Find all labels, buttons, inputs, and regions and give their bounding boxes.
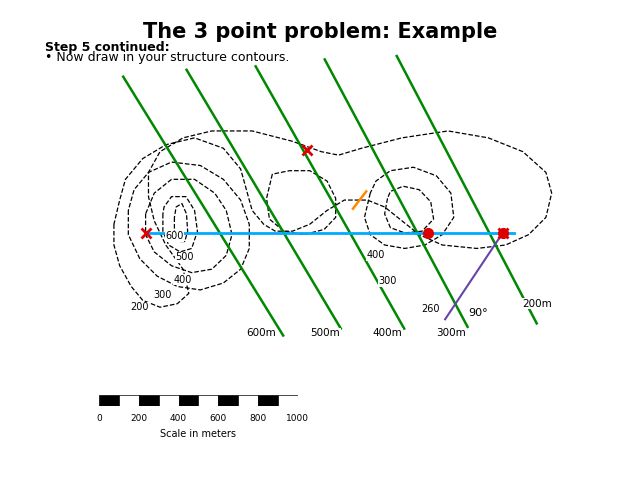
Text: Step 5 continued:: Step 5 continued:	[45, 41, 170, 54]
Bar	[218, 395, 238, 406]
Text: 800: 800	[250, 414, 266, 423]
Text: 0: 0	[97, 414, 102, 423]
Bar	[278, 395, 298, 406]
Text: Scale in meters: Scale in meters	[161, 429, 236, 439]
Text: 1000: 1000	[286, 414, 309, 423]
Text: 400: 400	[170, 414, 187, 423]
Text: 200: 200	[131, 302, 149, 312]
Text: School of Earth and Environment: School of Earth and Environment	[26, 448, 257, 461]
Text: 260: 260	[422, 304, 440, 314]
Text: 90°: 90°	[468, 308, 488, 318]
Bar	[119, 395, 139, 406]
Text: 300: 300	[154, 290, 172, 300]
Bar	[139, 395, 159, 406]
Bar	[238, 395, 258, 406]
Text: 400: 400	[174, 275, 192, 285]
Text: 200m: 200m	[522, 299, 552, 309]
Text: 300: 300	[378, 276, 397, 286]
Text: UNIVERSITY OF LEEDS: UNIVERSITY OF LEEDS	[482, 450, 621, 460]
Bar	[198, 395, 218, 406]
Text: 600: 600	[210, 414, 227, 423]
Text: 600m: 600m	[246, 328, 276, 338]
Text: 600: 600	[165, 231, 184, 241]
Text: 500m: 500m	[310, 328, 340, 338]
Text: 500: 500	[175, 252, 194, 262]
Text: 400: 400	[367, 251, 385, 260]
Bar	[258, 395, 278, 406]
Bar	[99, 395, 119, 406]
Text: The 3 point problem: Example: The 3 point problem: Example	[143, 22, 497, 42]
Bar	[159, 395, 179, 406]
Text: 300m: 300m	[436, 328, 466, 338]
Bar	[179, 395, 198, 406]
Text: 200: 200	[131, 414, 147, 423]
Text: • Now draw in your structure contours.: • Now draw in your structure contours.	[45, 51, 289, 64]
Text: 400m: 400m	[372, 328, 403, 338]
